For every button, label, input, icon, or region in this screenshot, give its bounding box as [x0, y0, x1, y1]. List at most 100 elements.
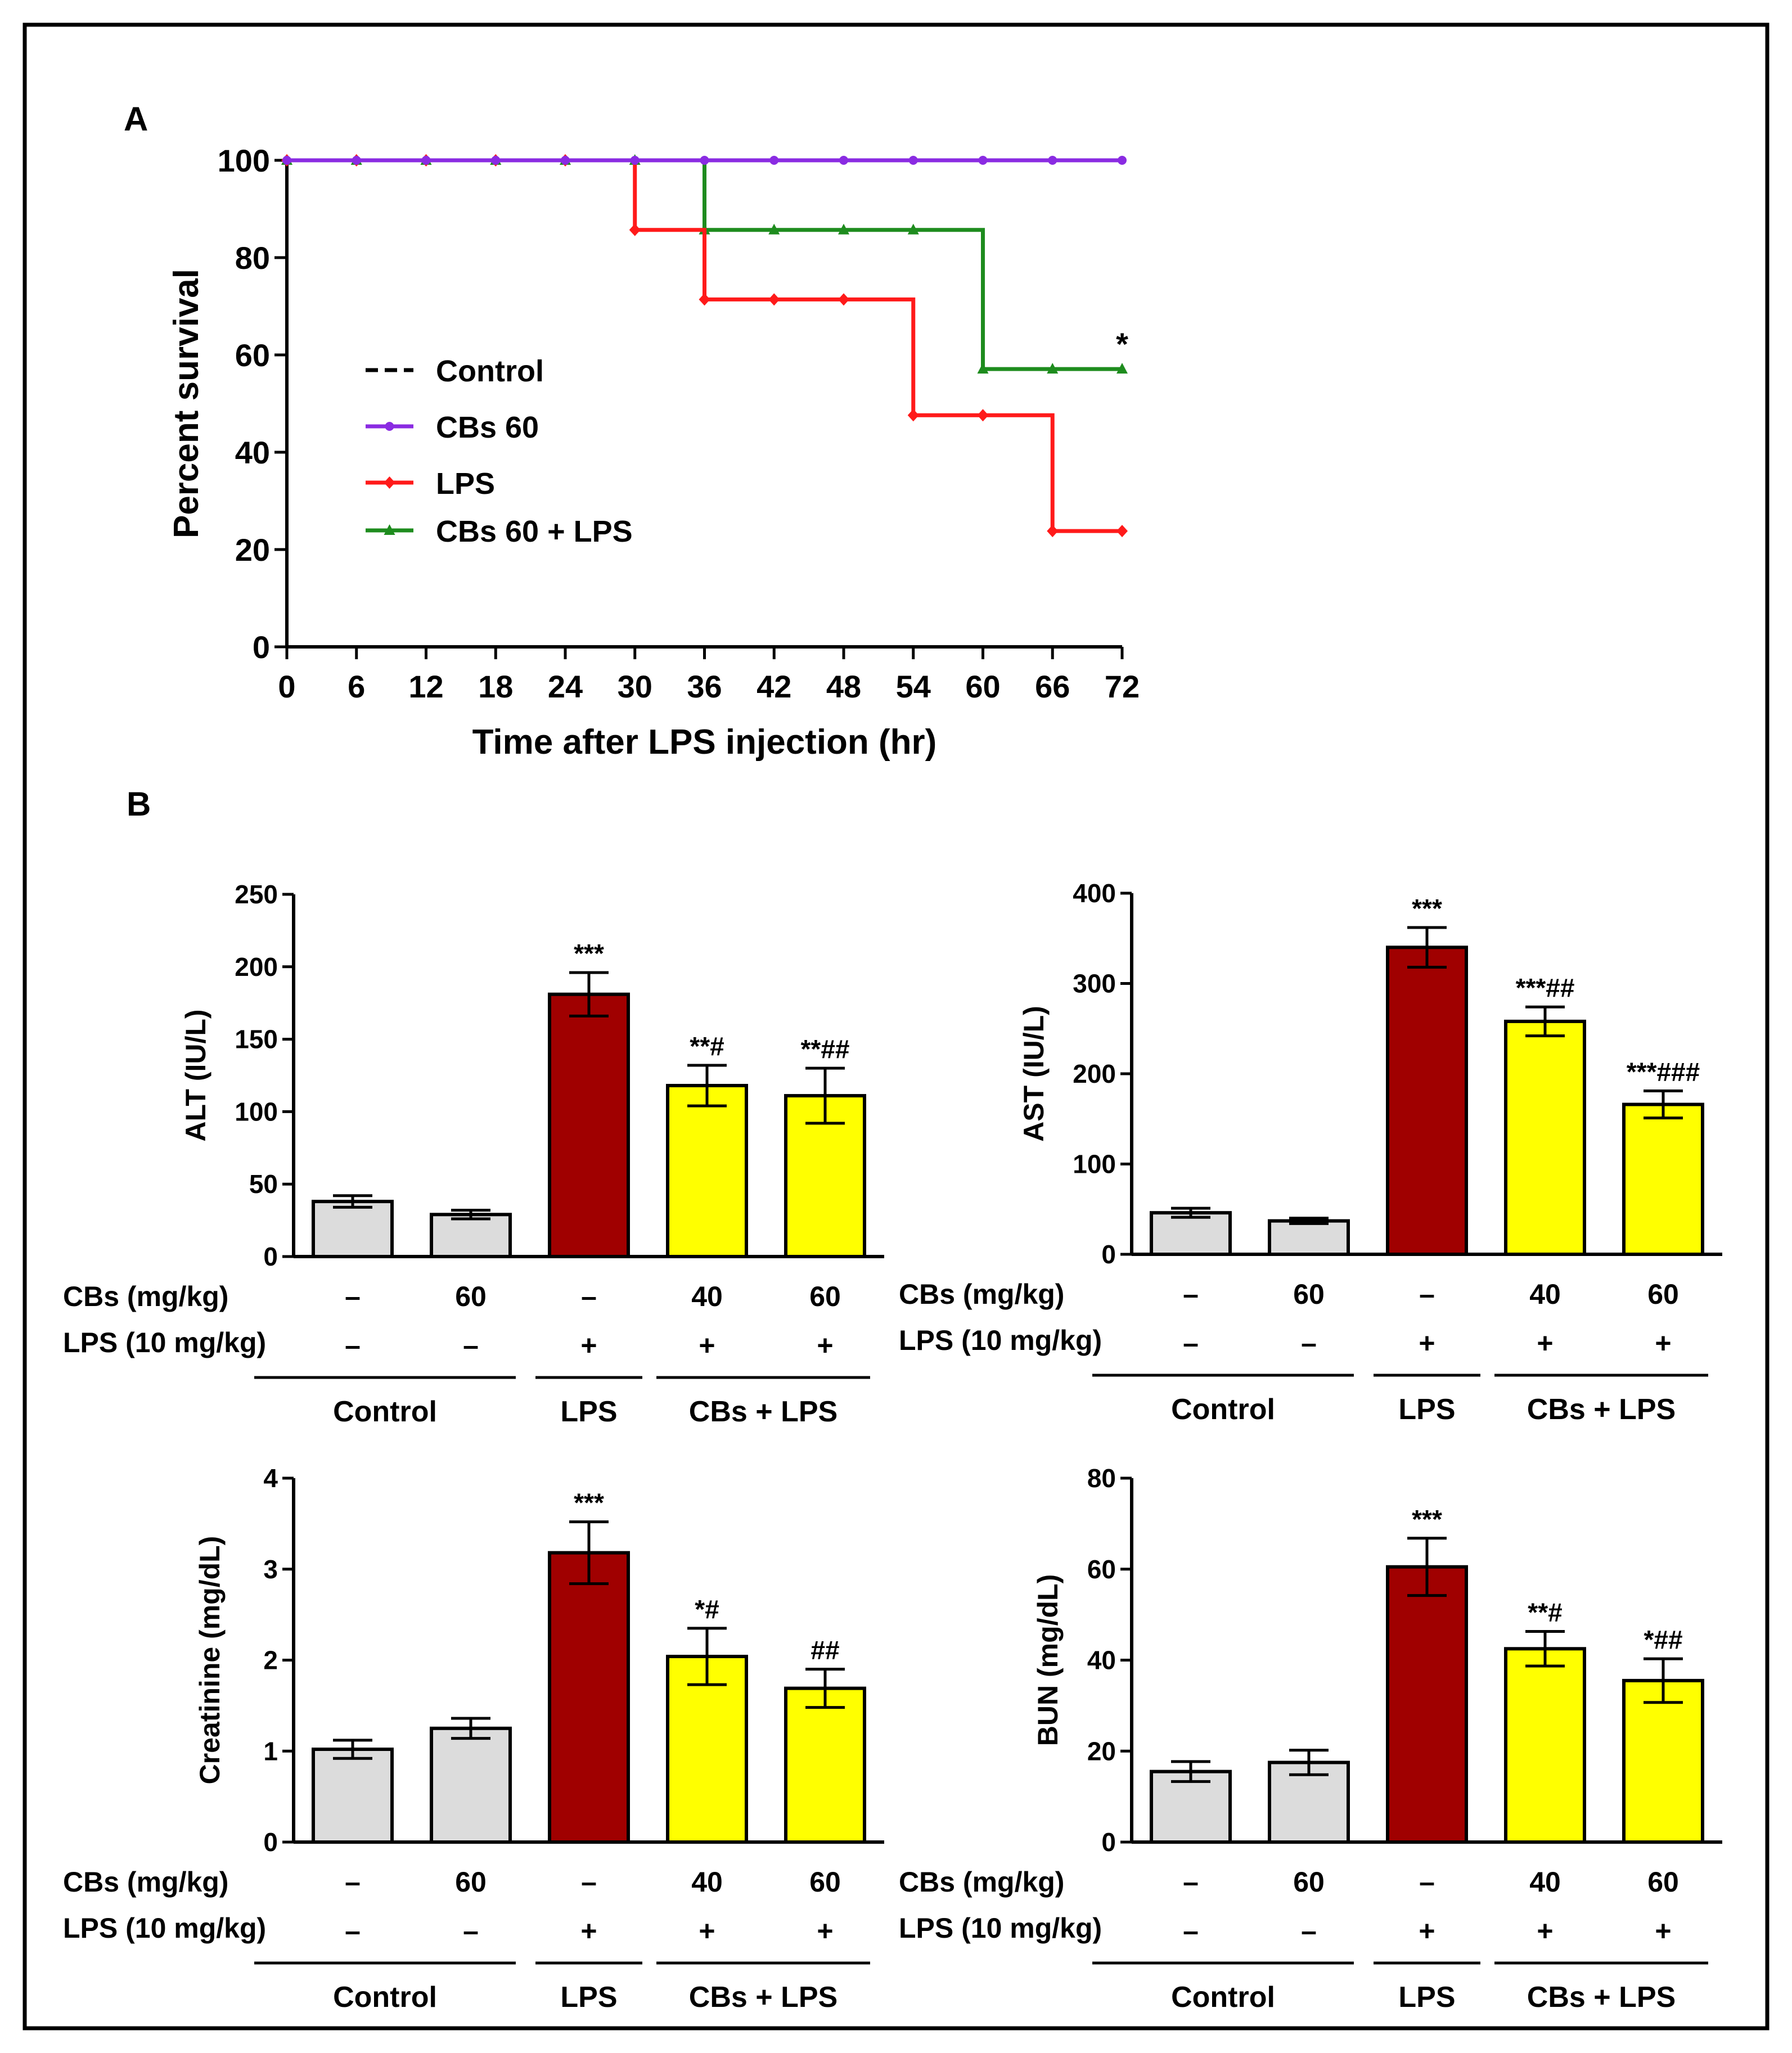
bar	[1504, 1019, 1586, 1257]
y-tick-label: 150	[235, 1025, 278, 1054]
significance-annotation: *#	[695, 1595, 719, 1624]
cbs-dose-value: –	[1419, 1278, 1435, 1310]
group-label-lps: LPS	[560, 1395, 617, 1428]
figure-border	[22, 22, 1770, 2031]
cbs-dose-value: –	[1183, 1278, 1199, 1310]
data-point-cbs-60	[561, 156, 570, 165]
legend-marker-cbs-60-lps	[384, 524, 395, 535]
cbs-dose-value: –	[345, 1866, 361, 1898]
cbs-dose-value: –	[1183, 1866, 1199, 1898]
group-label-cbs-lps: CBs + LPS	[1527, 1981, 1676, 2014]
x-tick-label: 60	[965, 669, 1000, 704]
data-point-cbs-60-lps	[1116, 363, 1128, 374]
significance-annotation: **##	[801, 1034, 850, 1064]
data-point-cbs-60-lps	[1047, 363, 1059, 374]
y-tick-label: 4	[263, 1464, 278, 1493]
data-point-lps	[629, 223, 641, 236]
y-tick-label: 0	[1101, 1827, 1116, 1857]
y-tick-label: 250	[235, 880, 278, 909]
lps-value: –	[345, 1330, 361, 1361]
y-tick-label: 3	[263, 1555, 278, 1584]
y-tick-label: 50	[249, 1169, 278, 1199]
cbs-dose-value: 60	[1293, 1278, 1325, 1310]
lps-value: –	[463, 1330, 479, 1361]
bar	[312, 1200, 394, 1259]
x-tick-label: 18	[478, 669, 513, 704]
group-label-cbs-lps: CBs + LPS	[1527, 1393, 1676, 1426]
significance-annotation: ***	[574, 1488, 604, 1518]
lps-row-label: LPS (10 mg/kg)	[63, 1327, 266, 1358]
alt-bar-chart: 0 50 100 150 200 250 ALT (IU/L) – – 60 – *** – + **# 40…	[63, 880, 884, 1428]
cbs-dose-value: 40	[691, 1281, 723, 1312]
data-point-cbs-60	[630, 156, 640, 165]
lps-value: +	[580, 1330, 597, 1361]
bar	[430, 1726, 512, 1844]
lps-value: –	[345, 1915, 361, 1947]
cbs-dose-value: 60	[455, 1281, 487, 1312]
creatinine-bar-chart: 0 1 2 3 4 Creatinine (mg/dL) – – 60 – *** – + *# 40 + ##…	[63, 1464, 884, 2014]
y-axis-title: ALT (IU/L)	[180, 1009, 211, 1141]
significance-annotation: ***	[1412, 1505, 1442, 1534]
significance-annotation: ##	[811, 1636, 839, 1665]
y-tick-label: 200	[235, 952, 278, 982]
y-tick-label: 100	[218, 143, 270, 178]
bar	[666, 1084, 748, 1258]
y-tick-label: 60	[235, 337, 270, 373]
lps-value: –	[1301, 1915, 1317, 1947]
bun-bar-chart: 0 20 40 60 80 BUN (mg/dL) – – 60 – *** – + **# 40 + *## 6…	[899, 1464, 1722, 2014]
bar	[312, 1748, 394, 1844]
cbs-row-label: CBs (mg/kg)	[63, 1866, 228, 1898]
cbs-dose-value: 40	[691, 1866, 723, 1898]
bar	[548, 992, 630, 1259]
x-tick-label: 0	[278, 669, 295, 704]
cbs-dose-value: –	[581, 1866, 597, 1898]
group-label-control: Control	[333, 1395, 437, 1428]
group-label-control: Control	[333, 1981, 437, 2014]
y-axis-title: Percent survival	[167, 269, 206, 538]
ast-bar-chart: 0 100 200 300 400 AST (IU/L) – – 60 – *** – + ***## 40…	[899, 879, 1722, 1426]
cbs-dose-value: –	[345, 1281, 361, 1312]
bar	[1150, 1211, 1232, 1256]
lps-value: +	[699, 1330, 715, 1361]
bar	[1622, 1102, 1704, 1256]
cbs-dose-value: 60	[809, 1866, 841, 1898]
y-tick-label: 40	[235, 435, 270, 470]
data-point-cbs-60	[700, 156, 709, 165]
x-tick-label: 12	[408, 669, 443, 704]
data-point-cbs-60	[421, 156, 431, 165]
cbs-row-label: CBs (mg/kg)	[899, 1866, 1064, 1898]
x-tick-label: 66	[1035, 669, 1070, 704]
y-tick-label: 2	[263, 1646, 278, 1675]
bar	[1504, 1647, 1586, 1844]
x-tick-label: 42	[757, 669, 791, 704]
lps-value: +	[817, 1330, 833, 1361]
data-point-cbs-60	[908, 156, 918, 165]
cbs-dose-value: –	[581, 1281, 597, 1312]
y-tick-label: 80	[235, 240, 270, 276]
data-point-cbs-60-lps	[768, 223, 780, 235]
panel-label-b: B	[127, 785, 151, 823]
bar	[430, 1213, 512, 1258]
data-point-cbs-60	[491, 156, 501, 165]
data-point-lps	[1047, 525, 1059, 538]
significance-annotation: ***##	[1516, 973, 1575, 1002]
lps-value: +	[580, 1915, 597, 1947]
lps-value: –	[1301, 1327, 1317, 1359]
data-point-lps	[1116, 525, 1128, 538]
panel-label-a: A	[124, 100, 148, 138]
y-tick-label: 100	[235, 1097, 278, 1126]
data-point-cbs-60	[282, 156, 291, 165]
y-tick-label: 100	[1073, 1150, 1116, 1179]
group-label-cbs-lps: CBs + LPS	[689, 1395, 838, 1428]
y-tick-label: 80	[1087, 1464, 1116, 1493]
data-point-cbs-60	[1118, 156, 1127, 165]
x-tick-label: 30	[618, 669, 652, 704]
x-tick-label: 24	[548, 669, 583, 704]
group-label-lps: LPS	[1398, 1393, 1455, 1426]
cbs-row-label: CBs (mg/kg)	[899, 1278, 1064, 1310]
significance-annotation: **#	[1528, 1598, 1562, 1627]
lps-row-label: LPS (10 mg/kg)	[899, 1325, 1102, 1356]
y-axis-title: AST (IU/L)	[1018, 1006, 1050, 1142]
y-tick-label: 300	[1073, 969, 1116, 998]
lps-value: +	[1419, 1915, 1435, 1947]
